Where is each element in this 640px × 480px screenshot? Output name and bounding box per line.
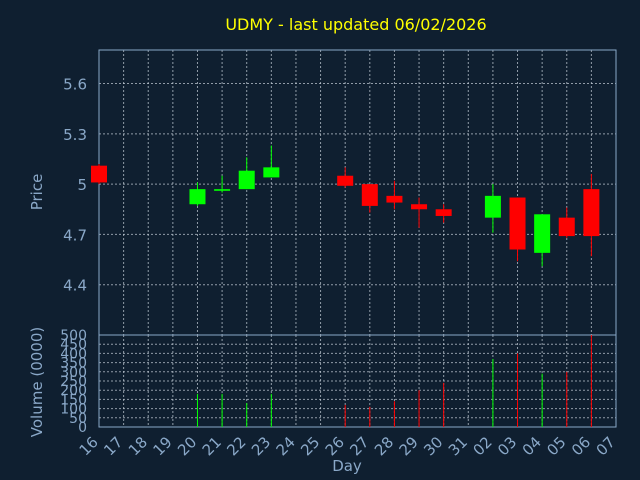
x-axis-label: Day (332, 457, 362, 475)
candle-body (214, 189, 231, 191)
x-tick-label: 06 (568, 433, 594, 459)
price-tick-label: 5 (77, 176, 87, 194)
x-tick-label: 23 (248, 433, 274, 459)
candle-body (484, 195, 501, 218)
candle-body (509, 197, 526, 250)
volume-axis-label: Volume (0000) (28, 327, 46, 437)
x-tick-label: 16 (76, 433, 102, 459)
candle-body (435, 209, 452, 216)
volume-tick-label: 500 (60, 328, 87, 344)
x-tick-label: 27 (346, 433, 372, 459)
x-tick-label: 03 (494, 433, 520, 459)
x-tick-label: 28 (371, 433, 397, 459)
x-tick-label: 20 (174, 433, 200, 459)
candle-body (534, 214, 551, 253)
price-panel-frame (98, 49, 617, 336)
volume-tick-label: 50 (69, 411, 87, 427)
x-tick-label: 04 (519, 433, 545, 459)
price-tick-label: 5.3 (63, 126, 87, 144)
x-tick-label: 02 (470, 433, 496, 459)
candle-body (411, 204, 428, 210)
x-tick-label: 29 (396, 433, 422, 459)
x-tick-label: 30 (420, 433, 446, 459)
volume-panel-frame (98, 334, 617, 428)
price-tick-label: 5.6 (63, 76, 87, 94)
x-tick-label: 07 (593, 433, 619, 459)
x-axis: 1617181920212223242526272829303102030405… (76, 433, 619, 459)
price-panel: 4.4 4.7 5 5.3 5.6 (63, 49, 617, 336)
price-axis-label: Price (28, 174, 46, 211)
x-tick-label: 05 (543, 433, 569, 459)
volume-tick-label: 150 (60, 392, 87, 408)
x-tick-label: 26 (322, 433, 348, 459)
x-tick-label: 25 (297, 433, 323, 459)
x-tick-label: 19 (149, 433, 175, 459)
candle-body (189, 189, 206, 205)
price-tick-label: 4.7 (63, 226, 87, 244)
volume-tick-label: 200 (60, 383, 87, 399)
candle-body (361, 184, 378, 206)
x-tick-label: 22 (223, 433, 249, 459)
price-tick-label: 4.4 (63, 277, 87, 295)
candle-body (263, 167, 280, 178)
x-tick-label: 17 (100, 433, 126, 459)
candle-body (238, 170, 255, 190)
volume-tick-label: 300 (60, 365, 87, 381)
candle-body (386, 195, 403, 203)
volume-tick-label: 450 (60, 337, 87, 353)
candle-body (558, 217, 575, 237)
candle-body (337, 175, 354, 186)
x-tick-label: 31 (445, 433, 471, 459)
volume-tick-label: 0 (78, 420, 87, 436)
x-tick-label: 21 (199, 433, 225, 459)
chart-title: UDMY - last updated 06/02/2026 (225, 15, 486, 34)
x-tick-label: 24 (273, 433, 299, 459)
volume-tick-label: 350 (60, 356, 87, 372)
x-tick-label: 18 (125, 433, 151, 459)
candle-body (91, 165, 107, 183)
volume-tick-label: 400 (60, 346, 87, 362)
candle-body (583, 189, 600, 237)
volume-tick-label: 100 (60, 402, 87, 418)
volume-tick-label: 250 (60, 374, 87, 390)
